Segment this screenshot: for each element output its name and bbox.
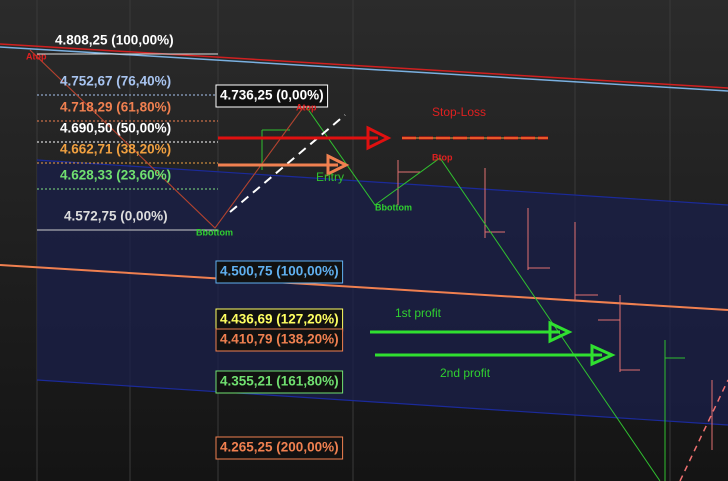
fib-label: 4.718,29 (61,80%) — [60, 100, 171, 115]
fib-label: 4.265,25 (200,00%) — [220, 440, 339, 455]
pivot-label: Btop — [432, 152, 453, 162]
annotation: Entry — [316, 170, 344, 184]
fib-label: 4.500,75 (100,00%) — [220, 264, 339, 279]
arrow — [218, 125, 616, 367]
annotation: Stop-Loss — [432, 105, 486, 119]
fib-label: 4.736,25 (0,00%) — [220, 88, 324, 103]
pivot-label: Atop — [26, 51, 47, 61]
annotation: 1st profit — [395, 306, 442, 320]
label-box — [215, 328, 344, 352]
projection — [679, 379, 728, 481]
pivot-label: Bbottom — [375, 202, 412, 212]
fib-label: 4.662,71 (38,20%) — [60, 142, 171, 157]
candles — [261, 129, 713, 481]
fib-label: 4.808,25 (100,00%) — [55, 33, 174, 48]
trend-line — [0, 264, 728, 311]
pivot-label: Bbottom — [196, 227, 233, 237]
zigzag-red — [29, 49, 306, 229]
fib-label: 4.355,21 (161,80%) — [220, 374, 339, 389]
fib-label: 4.436,69 (127,20%) — [220, 312, 339, 327]
label-box — [215, 84, 329, 108]
fib-label: 4.410,79 (138,20%) — [220, 332, 339, 347]
channel-bottom — [36, 379, 728, 426]
annotation: 2nd profit — [440, 366, 491, 380]
fib-label: 4.690,50 (50,00%) — [60, 121, 171, 136]
fib-label: 4.752,67 (76,40%) — [60, 74, 171, 89]
label-box — [215, 260, 344, 284]
labels: 4.808,25 (100,00%) 4.752,67 (76,40%) 4.718… — [26, 33, 491, 460]
trend-line — [0, 43, 728, 89]
channel — [37, 160, 728, 425]
pivot-label: Atop — [296, 102, 317, 112]
fib-label: 4.572,75 (0,00%) — [64, 209, 168, 224]
fib-label: 4.628,33 (23,60%) — [60, 168, 171, 183]
label-box — [215, 436, 344, 460]
label-box — [215, 370, 344, 394]
fib-lines — [37, 53, 218, 231]
